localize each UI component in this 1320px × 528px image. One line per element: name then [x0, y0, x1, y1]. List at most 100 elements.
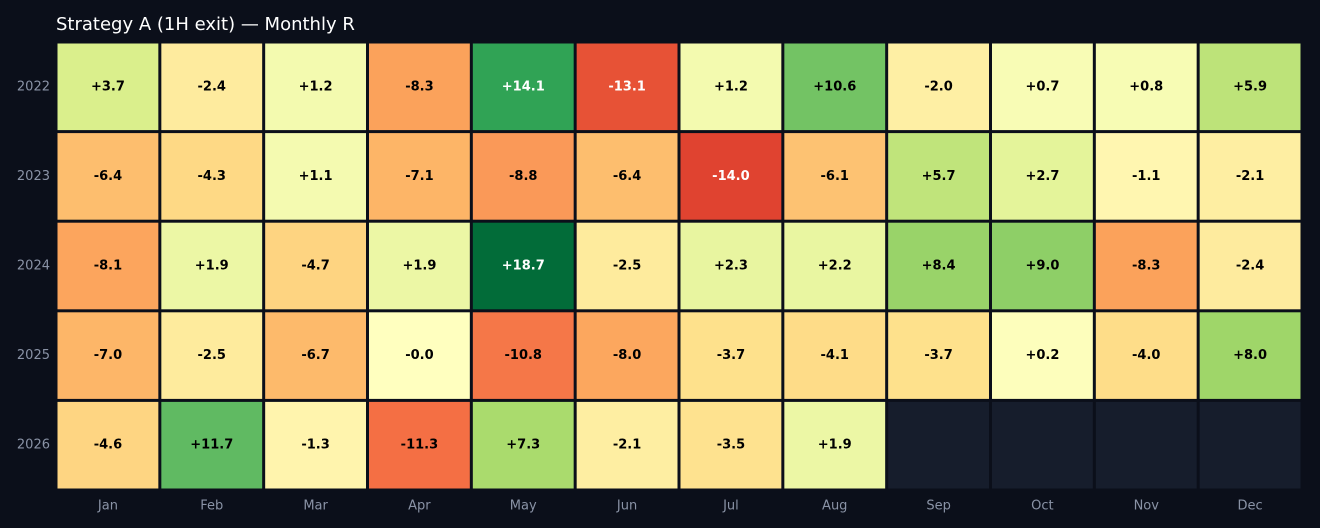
cell-value-label: -2.1 [613, 438, 641, 453]
heatmap-cell [369, 401, 470, 489]
cell-value-label: -8.3 [1132, 259, 1160, 274]
x-tick-label: Sep [926, 499, 951, 514]
cell-value-label: +8.4 [922, 259, 956, 274]
heatmap-cell [1095, 312, 1197, 399]
y-tick-label: 2022 [17, 79, 50, 94]
heatmap-cell [1199, 43, 1301, 131]
cell-value-label: +1.1 [299, 169, 333, 184]
cell-value-label: +8.0 [1233, 348, 1267, 363]
heatmap-cell [369, 43, 470, 131]
heatmap-cell [1095, 43, 1197, 131]
cell-value-label: -2.5 [198, 348, 226, 363]
heatmap-cell [265, 312, 366, 399]
x-tick-label: Jun [616, 499, 637, 514]
cell-value-label: -6.7 [301, 348, 329, 363]
heatmap-cell [472, 312, 574, 399]
cell-value-label: +9.0 [1025, 259, 1059, 274]
heatmap-cell [992, 222, 1093, 310]
cell-value-label: -7.1 [405, 169, 433, 184]
heatmap-cell [888, 222, 989, 310]
heatmap-cell [576, 312, 678, 399]
heatmap-cell [1095, 133, 1197, 220]
heatmap-cell [161, 222, 263, 310]
cell-value-label: -2.4 [198, 79, 226, 94]
x-tick-label: Aug [822, 499, 847, 514]
y-tick-label: 2025 [17, 348, 50, 363]
heatmap-cell [576, 133, 678, 220]
cell-value-label: +1.2 [714, 79, 748, 94]
x-tick-label: Mar [303, 499, 328, 514]
heatmap-cell [161, 133, 263, 220]
heatmap-cell [576, 222, 678, 310]
cell-value-label: +0.2 [1025, 348, 1059, 363]
cell-value-label: +2.2 [818, 259, 852, 274]
x-tick-label: Oct [1031, 499, 1053, 514]
heatmap-cell [1199, 312, 1301, 399]
heatmap-cell [784, 133, 886, 220]
cell-value-label: -4.0 [1132, 348, 1160, 363]
heatmap-cell [265, 43, 366, 131]
heatmap-cell [161, 401, 263, 489]
heatmap-cell [369, 133, 470, 220]
x-tick-label: Apr [408, 499, 431, 514]
cell-value-label: +5.7 [922, 169, 956, 184]
heatmap-cell [1199, 222, 1301, 310]
heatmap-cell [680, 401, 782, 489]
heatmap-cell [57, 312, 159, 399]
heatmap-cell [992, 43, 1093, 131]
cell-value-label: -2.1 [1236, 169, 1264, 184]
heatmap-cell [369, 312, 470, 399]
heatmap-cell [1095, 401, 1197, 489]
heatmap-cell [161, 312, 263, 399]
cell-value-label: +2.3 [714, 259, 748, 274]
heatmap-cell [888, 43, 989, 131]
cell-value-label: +1.2 [299, 79, 333, 94]
cell-value-label: +5.9 [1233, 79, 1267, 94]
cell-value-label: -6.4 [94, 169, 122, 184]
heatmap-cell [784, 401, 886, 489]
heatmap-cell [57, 133, 159, 220]
heatmap-cell [369, 222, 470, 310]
heatmap-cell [784, 312, 886, 399]
cell-value-label: -4.6 [94, 438, 122, 453]
heatmap-cell [1199, 133, 1301, 220]
heatmap-cell [992, 312, 1093, 399]
x-tick-label: Dec [1238, 499, 1263, 514]
cell-value-label: -4.1 [821, 348, 849, 363]
heatmap-cell [992, 401, 1093, 489]
heatmap-cell [1199, 401, 1301, 489]
heatmap-cell [265, 222, 366, 310]
heatmap-cell [680, 312, 782, 399]
cell-value-label: -11.3 [401, 438, 438, 453]
cell-value-label: -6.4 [613, 169, 641, 184]
heatmap-cell [992, 133, 1093, 220]
cell-value-label: -0.0 [405, 348, 433, 363]
heatmap-cell [680, 43, 782, 131]
heatmap-cell [680, 133, 782, 220]
heatmap-cell [472, 133, 574, 220]
heatmap-cell [472, 401, 574, 489]
heatmap-cell [888, 401, 989, 489]
cell-value-label: -4.7 [301, 259, 329, 274]
heatmap-cell [888, 133, 989, 220]
cell-value-label: -10.8 [505, 348, 542, 363]
heatmap-cell [57, 401, 159, 489]
cell-value-label: -3.7 [924, 348, 952, 363]
heatmap-cell [1095, 222, 1197, 310]
heatmap-cell [576, 401, 678, 489]
cell-value-label: -3.7 [717, 348, 745, 363]
cell-value-label: -4.3 [198, 169, 226, 184]
x-tick-label: Nov [1134, 499, 1160, 514]
x-tick-label: Jan [97, 499, 118, 514]
cell-value-label: +1.9 [195, 259, 229, 274]
cell-value-label: -8.1 [94, 259, 122, 274]
cell-value-label: -2.4 [1236, 259, 1264, 274]
cell-value-label: -8.8 [509, 169, 537, 184]
cell-value-label: +7.3 [506, 438, 540, 453]
chart-title: Strategy A (1H exit) — Monthly R [56, 14, 355, 35]
y-tick-label: 2026 [17, 438, 50, 453]
cell-value-label: -2.5 [613, 259, 641, 274]
heatmap-cell [57, 222, 159, 310]
y-tick-label: 2024 [17, 259, 50, 274]
cell-value-label: +1.9 [818, 438, 852, 453]
